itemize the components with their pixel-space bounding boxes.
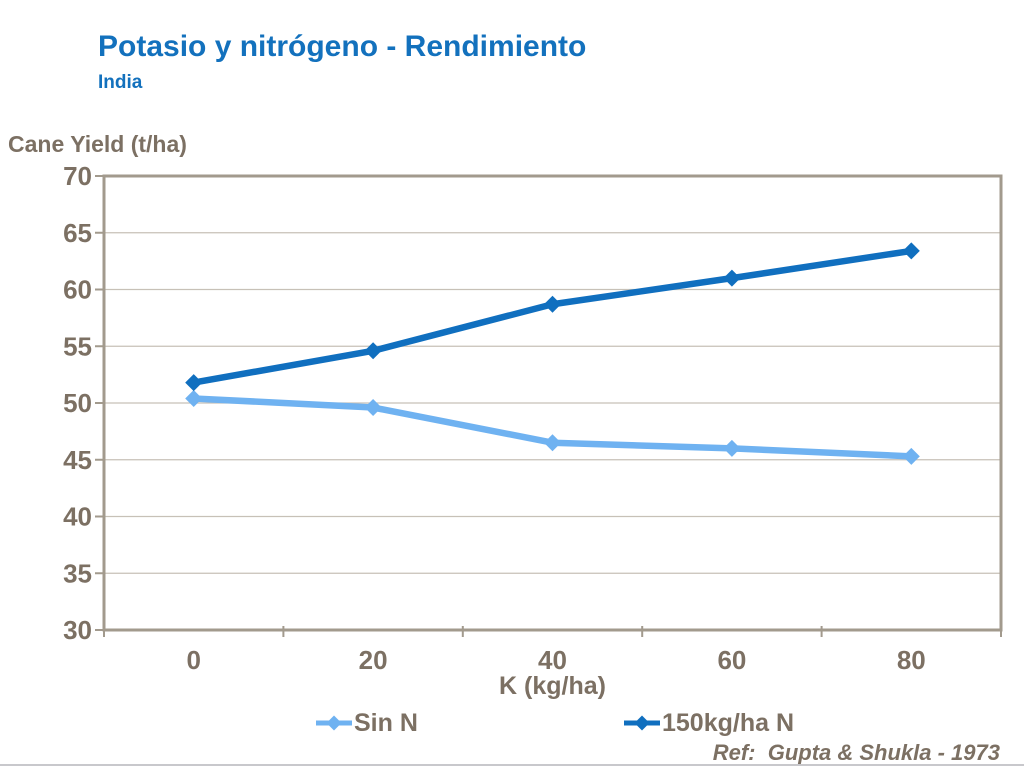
series-line-150kg-ha-n	[190, 247, 915, 386]
legend-label: Sin N	[354, 708, 418, 737]
page-subtitle: India	[98, 72, 143, 93]
y-axis-title: Cane Yield (t/ha)	[8, 131, 187, 157]
y-tick-label: 60	[63, 275, 92, 305]
data-point-marker	[723, 269, 741, 287]
x-tick-label: 40	[538, 645, 567, 672]
legend-marker-icon	[624, 715, 660, 731]
chart-legend: Sin N 150kg/ha N	[0, 710, 1024, 738]
y-tick-label: 65	[63, 218, 92, 248]
line-chart: 30 35 40 45 50 55 60 65 70 0 20 40 60 80	[63, 161, 1003, 672]
legend-item: Sin N	[314, 710, 418, 736]
reference-text: Ref: Gupta & Shukla - 1973	[712, 740, 1000, 765]
x-tick-label: 80	[897, 645, 926, 672]
data-point-marker	[723, 439, 741, 457]
data-point-marker	[364, 399, 382, 417]
bottom-divider	[0, 764, 1024, 766]
x-axis-title: K (kg/ha)	[499, 672, 606, 700]
data-point-marker	[902, 447, 920, 465]
y-tick-label: 30	[63, 615, 92, 645]
legend-item: 150kg/ha N	[622, 710, 794, 736]
y-tick-label: 45	[63, 445, 92, 475]
legend-label: 150kg/ha N	[662, 708, 795, 737]
data-point-marker	[185, 389, 203, 407]
y-tick-label: 35	[63, 558, 92, 588]
data-point-marker	[364, 342, 382, 360]
x-tick-label: 0	[186, 645, 200, 672]
data-point-marker	[185, 374, 203, 392]
y-tick-label: 55	[63, 331, 92, 361]
y-tick-label: 50	[63, 388, 92, 418]
y-tick-label: 70	[63, 161, 92, 191]
x-tick-label: 60	[717, 645, 746, 672]
x-tick-label: 20	[359, 645, 388, 672]
y-tick-label: 40	[63, 502, 92, 532]
data-point-marker	[544, 295, 561, 313]
data-point-marker	[544, 434, 561, 452]
data-point-marker	[902, 242, 920, 260]
page-title: Potasio y nitrógeno - Rendimiento	[98, 30, 587, 63]
legend-marker-icon	[316, 715, 352, 731]
